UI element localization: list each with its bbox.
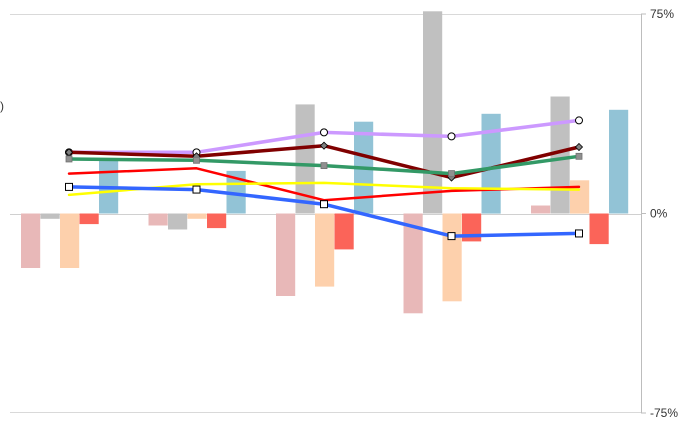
marker-s3-c4 [448, 170, 455, 178]
bar-s3-c1 [60, 213, 80, 268]
line-series-4 [67, 167, 581, 202]
y-tick-label-1: 75% [650, 7, 674, 21]
bar-s4-c2 [207, 213, 227, 229]
y-ticks: 75% 0% -75% [641, 7, 678, 420]
bar-s2-c3 [295, 104, 315, 214]
marker-s3-c1 [65, 155, 73, 163]
bar-s4-c5 [589, 213, 609, 245]
marker-s1-c5 [575, 116, 583, 125]
marker-s6-c5 [575, 229, 583, 238]
bar-s1-c2 [148, 213, 168, 226]
bar-s5-c4 [481, 113, 501, 214]
y-tick-label-3: -75% [650, 406, 678, 420]
bar-s5-c5 [609, 109, 629, 214]
marker-s3-c3 [320, 162, 328, 170]
y-tick-label-2: 0% [650, 207, 668, 221]
bar-s4-c1 [79, 213, 99, 225]
bar-s3-c3 [315, 213, 335, 287]
bar-s1-c5 [531, 205, 551, 214]
bar-s2-c2 [168, 213, 188, 230]
bar-s1-c1 [21, 213, 41, 268]
marker-s1-c3 [320, 128, 328, 137]
marker-s6-c3 [320, 200, 328, 209]
line-series-2 [67, 143, 581, 180]
marker-s6-c4 [447, 232, 456, 241]
lines [64, 116, 584, 241]
bar-s2-c4 [423, 11, 443, 214]
marker-s2-c5 [574, 142, 584, 152]
bars [21, 11, 629, 314]
bar-s1-c4 [403, 213, 423, 314]
marker-s2-c3 [319, 141, 329, 150]
bar-s3-c5 [570, 180, 590, 214]
bar-s4-c3 [334, 213, 354, 250]
bar-s2-c1 [40, 213, 60, 219]
left-edge-fragment: ) [0, 99, 4, 113]
marker-s3-c2 [193, 156, 200, 164]
marker-s6-c1 [65, 182, 73, 191]
marker-s3-c5 [575, 152, 583, 160]
marker-s1-c4 [447, 132, 456, 141]
bar-s5-c2 [226, 170, 246, 214]
bar-s1-c3 [276, 213, 296, 296]
bar-s2-c5 [550, 96, 570, 214]
bar-s3-c4 [442, 213, 462, 302]
marker-s6-c2 [192, 185, 201, 194]
bar-s3-c2 [187, 213, 207, 219]
